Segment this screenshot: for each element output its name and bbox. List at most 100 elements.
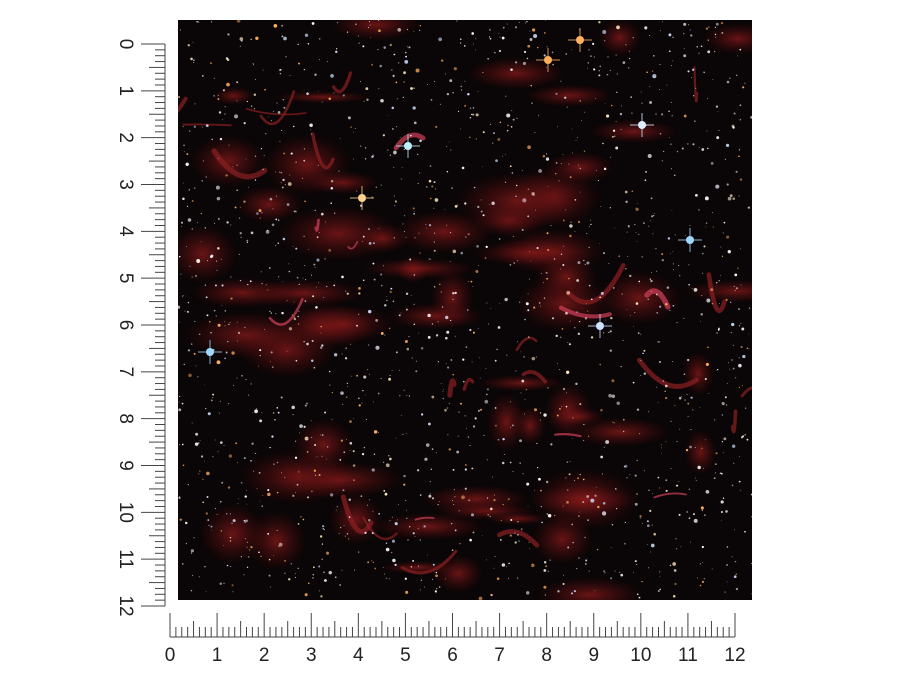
star — [462, 358, 465, 361]
star — [560, 336, 562, 338]
star — [319, 535, 323, 538]
star — [547, 513, 552, 518]
star — [318, 38, 321, 40]
star — [734, 529, 735, 531]
star — [210, 399, 213, 402]
star — [434, 198, 439, 202]
star — [216, 269, 218, 271]
nebula-cloud — [242, 279, 365, 308]
star — [726, 382, 728, 384]
nebula-filament — [331, 71, 353, 94]
star — [368, 242, 372, 245]
star — [674, 404, 676, 406]
star — [545, 20, 547, 21]
star — [453, 489, 455, 491]
star — [253, 107, 256, 110]
star — [446, 146, 448, 148]
star — [400, 178, 402, 180]
star — [577, 164, 580, 166]
star — [275, 312, 277, 315]
star — [314, 73, 317, 77]
star — [472, 113, 475, 116]
star — [557, 590, 560, 593]
star — [499, 539, 502, 541]
star — [444, 209, 446, 210]
star — [603, 167, 607, 171]
star — [439, 283, 441, 286]
star — [431, 578, 434, 580]
nebula-filament — [521, 370, 547, 384]
star — [739, 104, 742, 106]
star — [468, 499, 471, 502]
star — [649, 278, 651, 280]
star — [619, 112, 623, 116]
star — [229, 513, 232, 515]
star — [251, 442, 254, 445]
star — [417, 565, 420, 567]
star — [599, 65, 601, 67]
star — [252, 412, 254, 414]
star — [279, 171, 281, 173]
star — [715, 36, 717, 38]
star — [178, 496, 181, 500]
star — [398, 504, 400, 506]
star — [450, 149, 452, 151]
star — [409, 258, 412, 261]
stars — [178, 20, 752, 600]
star — [303, 159, 306, 162]
star — [464, 104, 467, 107]
star — [645, 170, 647, 173]
star — [625, 200, 628, 204]
star — [405, 55, 407, 58]
star — [733, 285, 735, 287]
star — [260, 555, 262, 558]
star — [201, 75, 204, 77]
star — [655, 247, 657, 250]
star — [445, 336, 448, 340]
star — [269, 586, 272, 588]
star — [293, 317, 297, 321]
star — [222, 89, 225, 92]
star — [439, 103, 441, 105]
star — [494, 555, 496, 557]
nebula-cloud — [455, 172, 579, 231]
star — [481, 166, 483, 168]
ruler-label: 4 — [115, 226, 136, 237]
star — [298, 283, 300, 286]
star — [387, 149, 389, 151]
star — [202, 501, 205, 504]
star — [674, 582, 677, 586]
star — [307, 496, 310, 499]
star — [518, 21, 520, 23]
star — [505, 95, 507, 97]
star — [465, 428, 467, 430]
star — [669, 564, 672, 567]
star — [413, 213, 415, 215]
star — [277, 276, 280, 278]
star — [273, 24, 278, 28]
star — [246, 239, 249, 242]
star — [369, 24, 371, 26]
star — [572, 152, 574, 154]
star — [333, 212, 336, 214]
star — [229, 536, 232, 539]
star — [349, 441, 353, 445]
star — [744, 433, 747, 436]
star — [248, 394, 250, 396]
star — [210, 525, 213, 528]
star — [681, 395, 683, 397]
star — [198, 21, 200, 23]
star — [330, 187, 334, 190]
star — [634, 502, 638, 506]
star — [400, 414, 402, 416]
star — [740, 489, 742, 491]
nebula-filament — [393, 132, 426, 151]
star — [288, 270, 291, 273]
star — [725, 404, 728, 406]
star — [662, 380, 665, 382]
star — [236, 321, 238, 323]
star — [345, 290, 347, 292]
star — [405, 308, 408, 311]
star — [733, 575, 737, 579]
star — [484, 257, 487, 259]
